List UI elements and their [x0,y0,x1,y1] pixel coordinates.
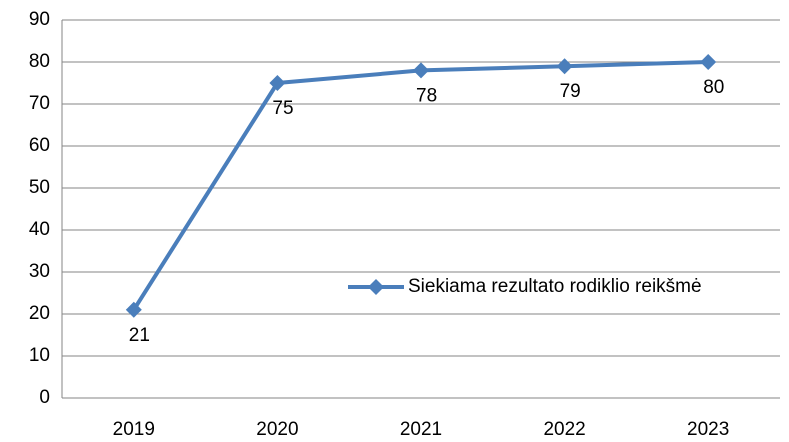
point [125,301,142,318]
y-tick-label: 40 [29,219,50,240]
y-tick-label: 80 [29,51,50,72]
y-tick-label: 30 [29,261,50,282]
x-tick-label: 2021 [400,419,442,440]
y-tick-label: 60 [29,135,50,156]
x-tick-label: 2020 [256,419,298,440]
legend-label: Siekiama rezultato rodiklio reikšmė [408,276,702,297]
y-tick-label: 90 [29,9,50,30]
data-label: 80 [703,77,724,98]
y-tick-label: 20 [29,303,50,324]
data-label: 21 [129,325,150,346]
y-tick-label: 0 [39,387,50,408]
point [556,58,573,75]
x-tick-label: 2022 [543,419,585,440]
data-label: 75 [272,98,293,119]
x-tick-label: 2023 [687,419,729,440]
data-label: 78 [416,85,437,106]
y-tick-label: 70 [29,93,50,114]
legend-marker [368,279,384,295]
x-tick-label: 2019 [113,419,155,440]
data-label: 79 [560,81,581,102]
y-tick-label: 10 [29,345,50,366]
point [700,54,717,70]
point [269,75,286,91]
point [413,62,429,79]
y-tick-label: 50 [29,177,50,198]
